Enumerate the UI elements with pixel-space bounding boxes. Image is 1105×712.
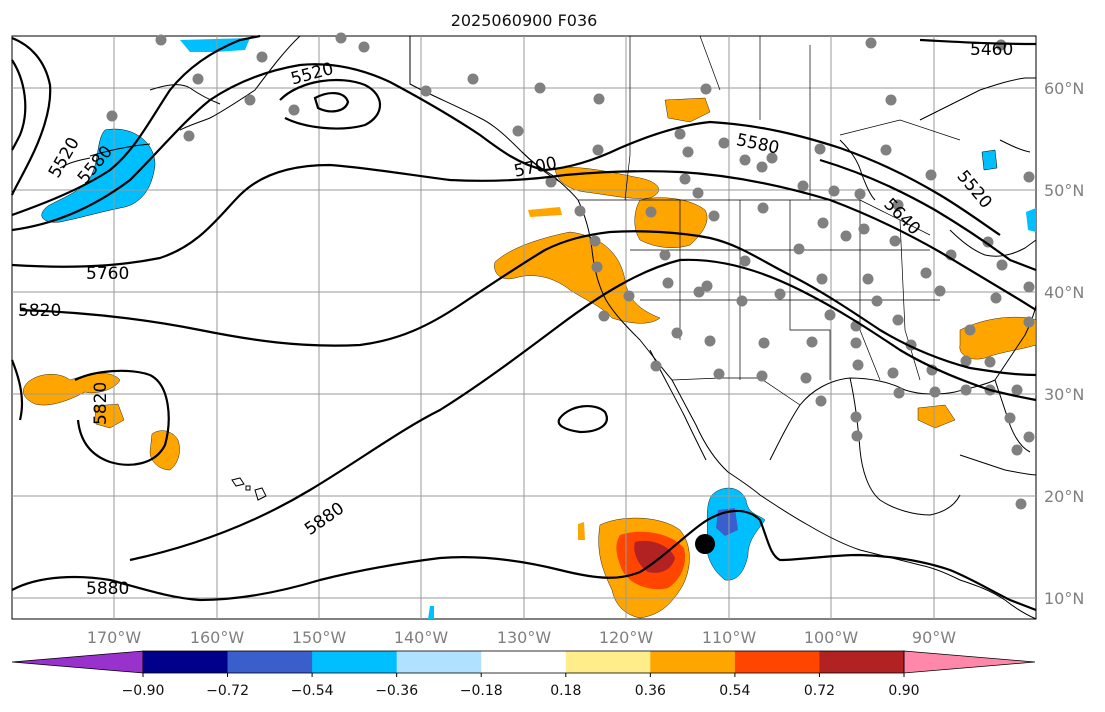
graticule: [12, 36, 1036, 619]
colorbar-tick-label: 0.18: [550, 683, 581, 699]
colorbar-box: [396, 651, 482, 673]
lat-label: 40°N: [1044, 283, 1084, 302]
colorbar-tick-label: −0.54: [291, 683, 334, 699]
colorbar-tick-label: −0.18: [460, 683, 503, 699]
station-dots: [106, 32, 1035, 510]
colorbar-tick-label: −0.36: [375, 683, 418, 699]
colorbar: −0.90 −0.72 −0.54 −0.36 −0.18 0.18 0.36 0.54 0.7…: [11, 650, 1036, 699]
colorbar-box: [481, 651, 567, 673]
colorbar-tick-label: 0.36: [635, 683, 666, 699]
height-contours: [10, 34, 1037, 612]
lon-label: 140°W: [394, 628, 449, 647]
lon-label: 170°W: [87, 628, 142, 647]
colorbar-box: [734, 651, 820, 673]
contour-label: 5820: [91, 382, 111, 425]
lon-label: 150°W: [292, 628, 347, 647]
colorbar-outline: [142, 650, 905, 674]
contour-label: 5760: [86, 264, 129, 284]
lat-label: 60°N: [1044, 79, 1084, 98]
lon-label: 110°W: [702, 628, 757, 647]
colorbar-box: [143, 651, 229, 673]
lat-label: 10°N: [1044, 589, 1084, 608]
colorbar-box: [565, 651, 651, 673]
lon-label: 100°W: [804, 628, 859, 647]
lon-label: 90°W: [912, 628, 956, 647]
latitude-labels: 60°N 50°N 40°N 30°N 20°N 10°N: [1044, 79, 1084, 608]
borders: [578, 35, 961, 406]
coastlines: [59, 35, 1037, 620]
longitude-labels: 170°W 160°W 150°W 140°W 130°W 120°W 110°…: [87, 628, 956, 647]
colorbar-box: [227, 651, 313, 673]
colorbar-extend-low: [11, 650, 144, 674]
contour-label: 5820: [18, 301, 61, 321]
colorbar-extend-high: [903, 650, 1036, 674]
colorbar-tick-label: 0.54: [719, 683, 750, 699]
storm-center-marker: [695, 534, 715, 554]
colorbar-tick-label: −0.72: [206, 683, 249, 699]
figure-title: 2025060900 F036: [451, 11, 598, 30]
lat-label: 30°N: [1044, 385, 1084, 404]
colorbar-tick-label: 0.90: [888, 683, 919, 699]
lon-label: 120°W: [599, 628, 654, 647]
colorbar-box: [312, 651, 398, 673]
colorbar-tick-label: −0.90: [122, 683, 165, 699]
lat-label: 20°N: [1044, 487, 1084, 506]
lon-label: 160°W: [190, 628, 245, 647]
contour-label: 5460: [970, 40, 1013, 60]
lat-label: 50°N: [1044, 181, 1084, 200]
lon-label: 130°W: [497, 628, 552, 647]
colorbar-box: [650, 651, 736, 673]
map-panel: 5460 5520 5520 5580 5580 5520 5640 5700 …: [10, 32, 1037, 620]
colorbar-box: [819, 651, 905, 673]
contour-label: 5880: [86, 579, 129, 599]
colorbar-tick-label: 0.72: [804, 683, 835, 699]
